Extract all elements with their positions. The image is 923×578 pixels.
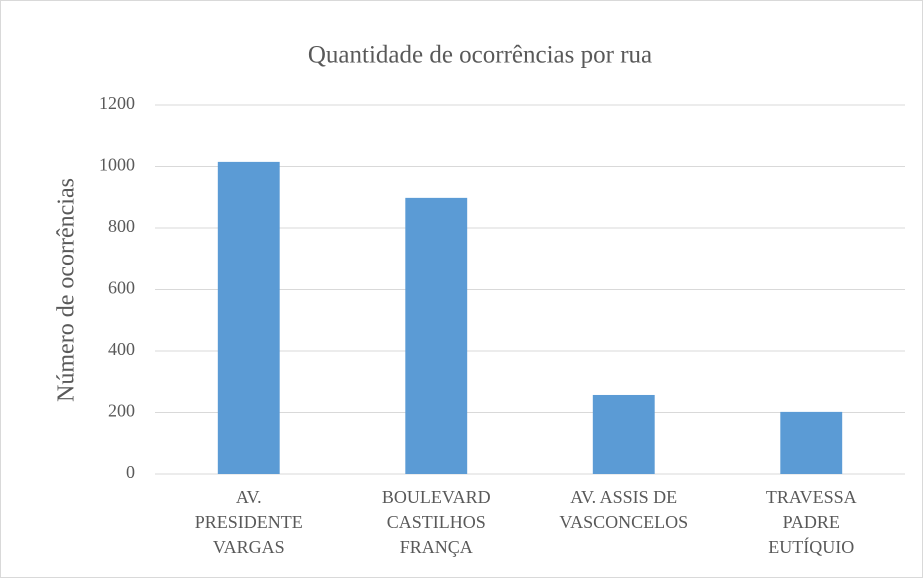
y-tick-label: 1000 <box>99 155 135 175</box>
bar <box>592 394 655 474</box>
chart-title: Quantidade de ocorrências por rua <box>308 42 652 69</box>
y-tick-label: 200 <box>108 401 135 421</box>
y-tick-label: 400 <box>108 339 135 359</box>
x-tick-label: TRAVESSA PADRE EUTÍQUIO <box>765 487 857 557</box>
bar <box>405 197 468 475</box>
y-tick-label: 0 <box>126 462 135 482</box>
bar <box>217 161 280 474</box>
bar <box>780 411 843 474</box>
y-tick-label: 600 <box>108 278 135 298</box>
y-axis-label: Número de ocorrências <box>54 178 80 402</box>
x-tick-label: AV. ASSIS DE VASCONCELOS <box>559 487 689 532</box>
x-tick-label: BOULEVARD CASTILHOS FRANÇA <box>381 487 491 557</box>
y-tick-label: 800 <box>108 216 135 236</box>
y-tick-label: 1200 <box>99 93 135 113</box>
x-tick-label: AV. PRESIDENTE VARGAS <box>194 487 303 557</box>
